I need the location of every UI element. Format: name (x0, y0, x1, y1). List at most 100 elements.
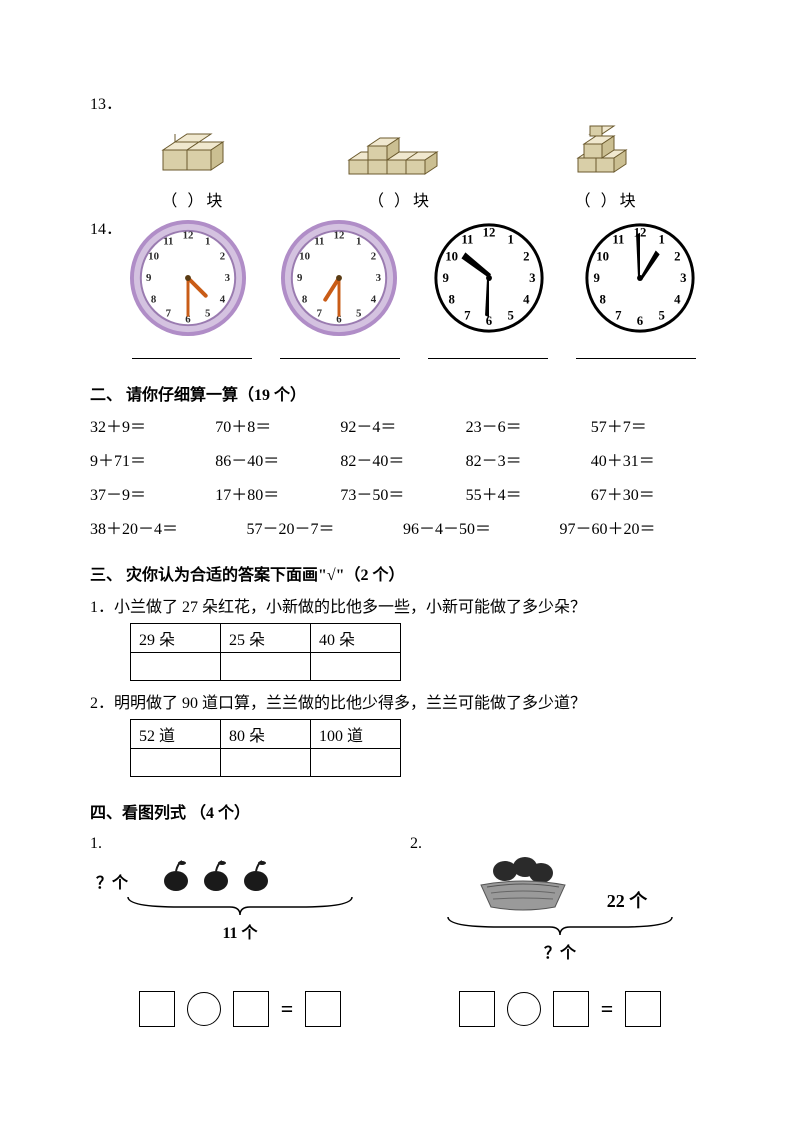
svg-text:5: 5 (205, 307, 210, 319)
svg-text:1: 1 (508, 233, 514, 247)
s4-q2-total: ？个 (410, 939, 710, 963)
eq-box[interactable] (553, 991, 589, 1027)
s3-q1-opt3: 40 朵 (311, 624, 401, 653)
s3-q2-text: 2．明明做了 90 道口算，兰兰做的比他少得多，兰兰可能做了多少道？ (90, 689, 710, 713)
svg-text:8: 8 (302, 294, 308, 306)
block-item-2: （ ）块 (310, 130, 490, 211)
eq-box[interactable] (139, 991, 175, 1027)
eq-box[interactable] (305, 991, 341, 1027)
calc-cell[interactable]: 17＋80＝ (215, 481, 334, 505)
calc-cell[interactable]: 23－6＝ (466, 413, 585, 437)
s3-q1-text: 1．小兰做了 27 朵红花，小新做的比他多一些，小新可能做了多少朵？ (90, 593, 710, 617)
svg-text:1: 1 (205, 236, 210, 248)
calc-cell[interactable]: 92－4＝ (340, 413, 459, 437)
section4-heading: 四、看图列式 （4 个） (90, 799, 710, 823)
svg-text:11: 11 (163, 236, 173, 248)
svg-text:3: 3 (680, 271, 686, 285)
block-item-3: （ ）块 (517, 122, 697, 211)
svg-text:6: 6 (637, 314, 644, 328)
calc-cell[interactable]: 57－20－7＝ (247, 515, 398, 539)
eq-op[interactable] (507, 992, 541, 1026)
s4-q1-num: 1. (90, 835, 390, 853)
svg-text:8: 8 (449, 293, 455, 307)
svg-text:9: 9 (594, 271, 600, 285)
s4-q2: 2. 22 个 ？个 (410, 831, 710, 963)
s3-q1-opt2: 25 朵 (221, 624, 311, 653)
s4-q1-left-label: ？个 (96, 869, 128, 893)
clock-4: 1212 345 678 91011 (570, 219, 710, 342)
answer-line-1[interactable] (132, 358, 252, 359)
q13-blocks-row: （ ）块 （ ）块 (90, 122, 710, 211)
s3-q1-ans3[interactable] (311, 653, 401, 681)
s3-q2-opt1: 52 道 (131, 720, 221, 749)
svg-text:2: 2 (523, 249, 529, 263)
svg-text:8: 8 (151, 294, 157, 306)
clock-2: 1212 345 678 91011 (269, 219, 409, 342)
calc-cell[interactable]: 86－40＝ (215, 447, 334, 471)
s3-q2-opt2: 80 朵 (221, 720, 311, 749)
s3-q2-ans3[interactable] (311, 749, 401, 777)
section4-row: 1. ？个 11 个 2. (90, 831, 710, 963)
svg-text:5: 5 (508, 308, 514, 322)
eq-op[interactable] (187, 992, 221, 1026)
svg-text:12: 12 (333, 230, 344, 242)
section3-heading: 三、 灾你认为合适的答案下面画"√"（2 个） (90, 561, 710, 585)
svg-text:11: 11 (462, 233, 474, 247)
calc-grid-5col: 32＋9＝ 70＋8＝ 92－4＝ 23－6＝ 57＋7＝ 9＋71＝ 86－4… (90, 413, 710, 505)
eq-box[interactable] (233, 991, 269, 1027)
q13-number: 13． (90, 90, 710, 114)
apples-icon (158, 857, 278, 893)
equals-sign: = (601, 996, 614, 1022)
s4-q1: 1. ？个 11 个 (90, 831, 390, 963)
svg-text:2: 2 (674, 249, 680, 263)
svg-text:1: 1 (356, 236, 361, 248)
s3-q1-ans1[interactable] (131, 653, 221, 681)
calc-cell[interactable]: 82－3＝ (466, 447, 585, 471)
svg-text:12: 12 (483, 226, 496, 240)
svg-text:9: 9 (297, 272, 303, 284)
s4-q2-right-label: 22 个 (607, 887, 648, 913)
svg-text:5: 5 (356, 307, 361, 319)
calc-cell[interactable]: 57＋7＝ (591, 413, 710, 437)
calc-cell[interactable]: 40＋31＝ (591, 447, 710, 471)
calc-cell[interactable]: 67＋30＝ (591, 481, 710, 505)
svg-text:2: 2 (220, 250, 225, 262)
s4-q1-equation: = (90, 991, 390, 1027)
calc-cell[interactable]: 55＋4＝ (466, 481, 585, 505)
s3-q2-ans2[interactable] (221, 749, 311, 777)
brace-1 (120, 893, 360, 917)
calc-cell[interactable]: 32＋9＝ (90, 413, 209, 437)
calc-cell[interactable]: 97－60＋20＝ (560, 515, 711, 539)
section2-heading: 二、 请你仔细算一算（19 个） (90, 381, 710, 405)
s3-q1-ans2[interactable] (221, 653, 311, 681)
svg-text:10: 10 (299, 250, 310, 262)
eq-box[interactable] (625, 991, 661, 1027)
svg-text:7: 7 (464, 308, 471, 322)
svg-text:6: 6 (486, 314, 493, 328)
answer-line-4[interactable] (576, 358, 696, 359)
clock-answer-lines (118, 352, 710, 359)
calc-cell[interactable]: 9＋71＝ (90, 447, 209, 471)
svg-text:1: 1 (658, 233, 664, 247)
s3-q2-ans1[interactable] (131, 749, 221, 777)
clock-1: 1212 345 678 91011 (118, 219, 258, 342)
svg-text:10: 10 (446, 249, 459, 263)
svg-text:12: 12 (183, 230, 194, 242)
calc-cell[interactable]: 38＋20－4＝ (90, 515, 241, 539)
svg-text:8: 8 (599, 293, 605, 307)
eq-box[interactable] (459, 991, 495, 1027)
svg-text:9: 9 (146, 272, 152, 284)
calc-cell[interactable]: 70＋8＝ (215, 413, 334, 437)
calc-cell[interactable]: 82－40＝ (340, 447, 459, 471)
answer-line-3[interactable] (428, 358, 548, 359)
brace-2 (440, 913, 680, 937)
block-label-1[interactable]: （ ）块 (103, 187, 283, 211)
calc-cell[interactable]: 96－4－50＝ (403, 515, 554, 539)
svg-text:7: 7 (316, 307, 322, 319)
answer-line-2[interactable] (280, 358, 400, 359)
calc-cell[interactable]: 37－9＝ (90, 481, 209, 505)
block-label-2[interactable]: （ ）块 (310, 187, 490, 211)
calc-cell[interactable]: 73－50＝ (340, 481, 459, 505)
block-label-3[interactable]: （ ）块 (517, 187, 697, 211)
svg-text:11: 11 (314, 236, 324, 248)
